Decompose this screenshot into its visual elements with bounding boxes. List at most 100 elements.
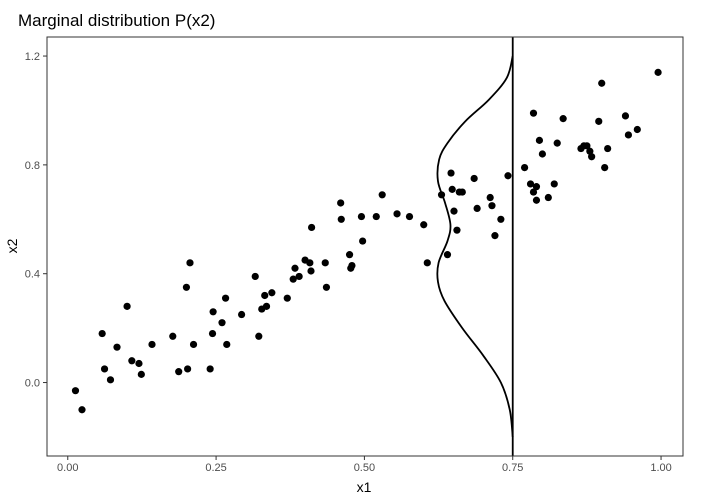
x-axis-title: x1 <box>357 479 372 495</box>
data-point <box>289 275 297 283</box>
data-point <box>450 207 458 215</box>
data-point <box>420 221 428 229</box>
y-tick-label: 0.4 <box>25 269 40 281</box>
x-tick-label: 0.25 <box>205 462 226 474</box>
data-point <box>322 283 331 291</box>
data-point <box>588 153 596 161</box>
y-tick-label: 0.8 <box>25 160 40 172</box>
data-point <box>604 144 612 153</box>
data-point <box>182 283 191 291</box>
data-point <box>583 142 591 150</box>
data-point <box>538 150 546 158</box>
data-point <box>544 193 552 202</box>
data-point <box>206 365 214 373</box>
data-point <box>218 319 226 327</box>
plot-area: 0.00 0.25 0.50 0.75 1.00 0.0 0.4 0.8 1.2 <box>25 36 684 474</box>
panel-border <box>46 36 684 457</box>
data-point <box>209 308 217 316</box>
data-point <box>486 193 494 202</box>
data-point <box>261 291 269 300</box>
data-point <box>262 302 271 310</box>
data-point <box>447 169 455 177</box>
data-point <box>321 259 329 267</box>
data-point <box>529 188 538 196</box>
data-point <box>526 180 535 188</box>
data-point <box>251 272 259 281</box>
data-point <box>453 226 461 234</box>
data-point <box>291 264 299 272</box>
data-point <box>601 163 609 172</box>
data-point <box>337 215 345 223</box>
density-curve <box>436 55 514 438</box>
data-point <box>378 191 386 199</box>
data-point <box>372 212 380 221</box>
data-point <box>535 136 544 144</box>
data-point <box>497 215 505 223</box>
x-tick-label: 0.75 <box>502 462 523 474</box>
data-point <box>186 259 194 267</box>
data-point <box>423 259 431 267</box>
data-point <box>113 343 121 351</box>
data-point <box>633 125 641 134</box>
data-point <box>654 68 662 76</box>
data-point <box>255 332 263 340</box>
data-point <box>553 139 561 147</box>
data-point <box>359 237 367 245</box>
data-point <box>189 340 198 349</box>
y-tick-label: 0.0 <box>25 378 40 390</box>
data-point <box>283 294 291 302</box>
x-tick-label: 1.00 <box>650 462 671 474</box>
data-point <box>307 267 315 275</box>
data-point <box>100 365 109 373</box>
data-point <box>443 251 452 259</box>
data-point <box>106 376 115 384</box>
data-point <box>137 370 145 378</box>
data-point <box>598 79 606 87</box>
data-point <box>337 199 345 207</box>
data-point <box>295 272 303 281</box>
data-point <box>393 210 401 218</box>
data-point <box>595 117 603 125</box>
data-point <box>184 365 192 373</box>
data-point <box>357 212 366 221</box>
data-point <box>223 340 231 349</box>
data-point <box>221 294 230 302</box>
data-point <box>237 310 246 319</box>
data-point <box>473 204 481 213</box>
data-point <box>488 202 496 210</box>
data-point <box>345 251 354 259</box>
data-point <box>78 406 86 414</box>
data-point <box>621 112 630 120</box>
data-point <box>308 223 316 232</box>
data-point <box>532 183 541 191</box>
data-point <box>123 302 131 310</box>
data-point <box>586 147 594 155</box>
x-tick-label: 0.50 <box>354 462 375 474</box>
data-point <box>550 180 558 188</box>
data-point <box>268 289 276 297</box>
y-axis-title: x2 <box>4 238 20 253</box>
data-point <box>306 259 314 267</box>
data-point <box>491 232 499 240</box>
data-point <box>559 115 567 123</box>
data-point <box>148 340 156 349</box>
data-point <box>98 329 106 338</box>
data-point <box>458 188 466 196</box>
data-point <box>135 359 143 368</box>
chart-title: Marginal distribution P(x2) <box>18 11 215 30</box>
data-point <box>504 172 512 180</box>
data-point <box>470 174 478 183</box>
x-tick-label: 0.00 <box>57 462 78 474</box>
data-point <box>529 109 538 117</box>
data-point <box>532 196 541 204</box>
data-point <box>128 357 136 365</box>
data-point <box>71 387 80 395</box>
data-point <box>175 368 183 376</box>
data-point <box>520 163 529 172</box>
data-point <box>348 261 356 270</box>
data-point <box>624 131 633 139</box>
data-point <box>448 185 456 193</box>
data-point <box>405 212 414 221</box>
